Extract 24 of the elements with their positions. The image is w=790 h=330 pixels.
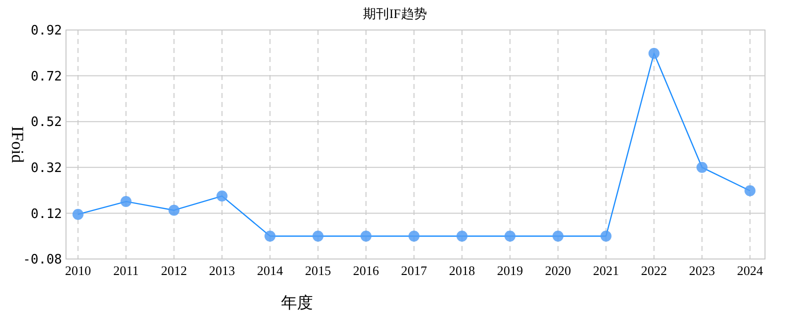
x-tick-label: 2012: [161, 263, 187, 278]
x-tick-label: 2018: [449, 263, 475, 278]
x-tick-label: 2015: [305, 263, 331, 278]
x-axis-title: 年度: [281, 294, 313, 312]
x-tick-label: 2021: [593, 263, 619, 278]
x-tick-label: 2013: [209, 263, 235, 278]
x-tick-label: 2022: [641, 263, 667, 278]
x-tick-label: 2020: [545, 263, 571, 278]
x-tick-label: 2024: [737, 263, 764, 278]
x-tick-label: 2016: [353, 263, 380, 278]
x-tick-label: 2010: [65, 263, 91, 278]
x-tick-label: 2023: [689, 263, 715, 278]
y-tick-label: 0.52: [30, 115, 62, 130]
y-tick-label: 0.92: [30, 24, 62, 39]
y-tick-label: 0.32: [30, 160, 62, 176]
y-tick-label: 0.72: [30, 69, 62, 84]
x-tick-label: 2011: [113, 263, 139, 278]
y-axis-title: IFoid: [8, 126, 27, 164]
x-tick-label: 2014: [257, 263, 284, 278]
x-tick-label: 2019: [497, 263, 523, 278]
y-tick-label: -0.08: [22, 252, 62, 268]
chart-title: 期刊IF趋势: [363, 6, 427, 21]
x-tick-label: 2017: [401, 263, 428, 278]
y-tick-label: 0.12: [30, 206, 62, 222]
